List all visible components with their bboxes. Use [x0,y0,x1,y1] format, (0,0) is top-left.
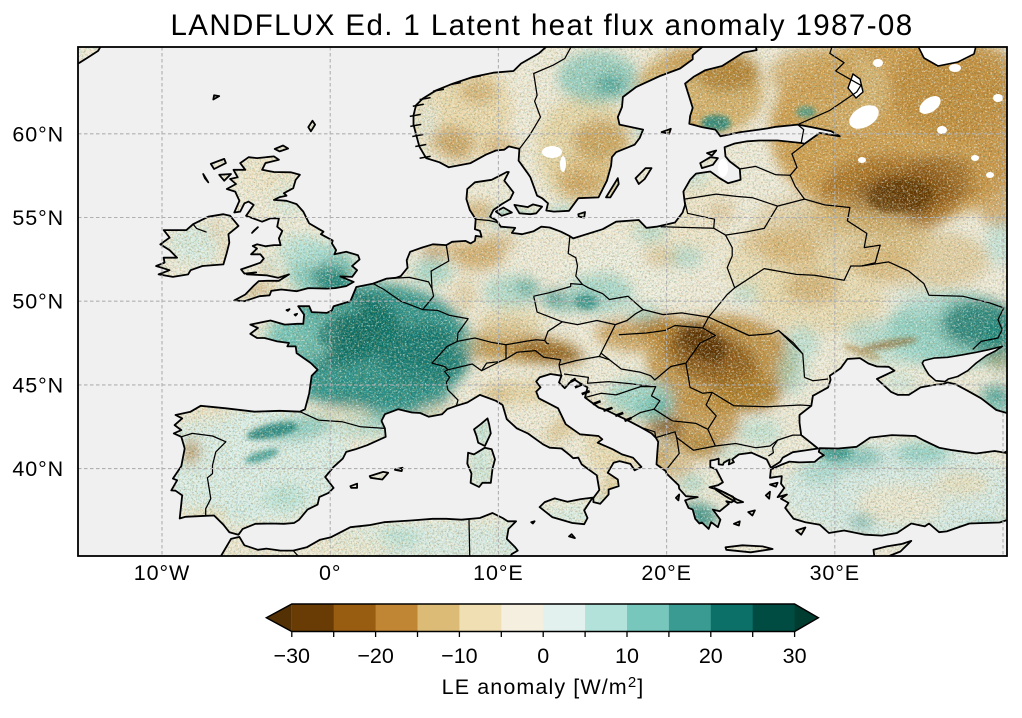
svg-text:0: 0 [537,644,549,668]
svg-text:−10: −10 [441,644,478,668]
svg-text:0°: 0° [319,561,341,585]
svg-text:10: 10 [615,644,639,668]
svg-text:−20: −20 [357,644,394,668]
svg-text:60°N: 60°N [12,122,64,146]
svg-text:55°N: 55°N [12,206,64,230]
svg-text:20°E: 20°E [641,561,691,585]
svg-text:50°N: 50°N [12,290,64,314]
svg-text:20: 20 [699,644,723,668]
svg-text:10°E: 10°E [473,561,523,585]
svg-text:40°N: 40°N [12,457,64,481]
svg-text:LE anomaly [W/m2]: LE anomaly [W/m2] [442,674,645,699]
svg-text:−30: −30 [274,644,311,668]
svg-text:LANDFLUX Ed. 1 Latent heat flu: LANDFLUX Ed. 1 Latent heat flux anomaly … [170,9,913,42]
svg-text:10°W: 10°W [134,561,190,585]
svg-text:45°N: 45°N [12,373,64,397]
svg-text:30°E: 30°E [810,561,860,585]
svg-text:30: 30 [783,644,807,668]
